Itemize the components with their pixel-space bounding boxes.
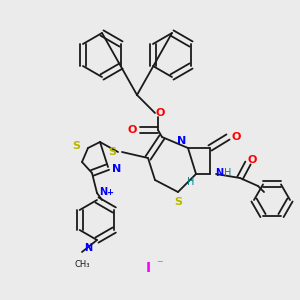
Text: O: O: [155, 108, 165, 118]
Text: S: S: [108, 147, 116, 157]
Text: N: N: [215, 168, 223, 178]
Text: N: N: [84, 243, 92, 253]
Text: N: N: [99, 187, 107, 197]
Text: H: H: [224, 168, 231, 178]
Text: I: I: [146, 261, 151, 275]
Text: O: O: [127, 125, 137, 135]
Text: CH₃: CH₃: [74, 260, 90, 269]
Text: O: O: [247, 155, 257, 165]
Text: +: +: [106, 188, 113, 197]
Text: S: S: [72, 141, 80, 151]
Text: S: S: [174, 197, 182, 207]
Text: H: H: [187, 177, 194, 187]
Text: N: N: [177, 136, 186, 146]
Text: ⁻: ⁻: [156, 259, 163, 272]
Text: N: N: [112, 164, 121, 174]
Text: O: O: [231, 132, 241, 142]
